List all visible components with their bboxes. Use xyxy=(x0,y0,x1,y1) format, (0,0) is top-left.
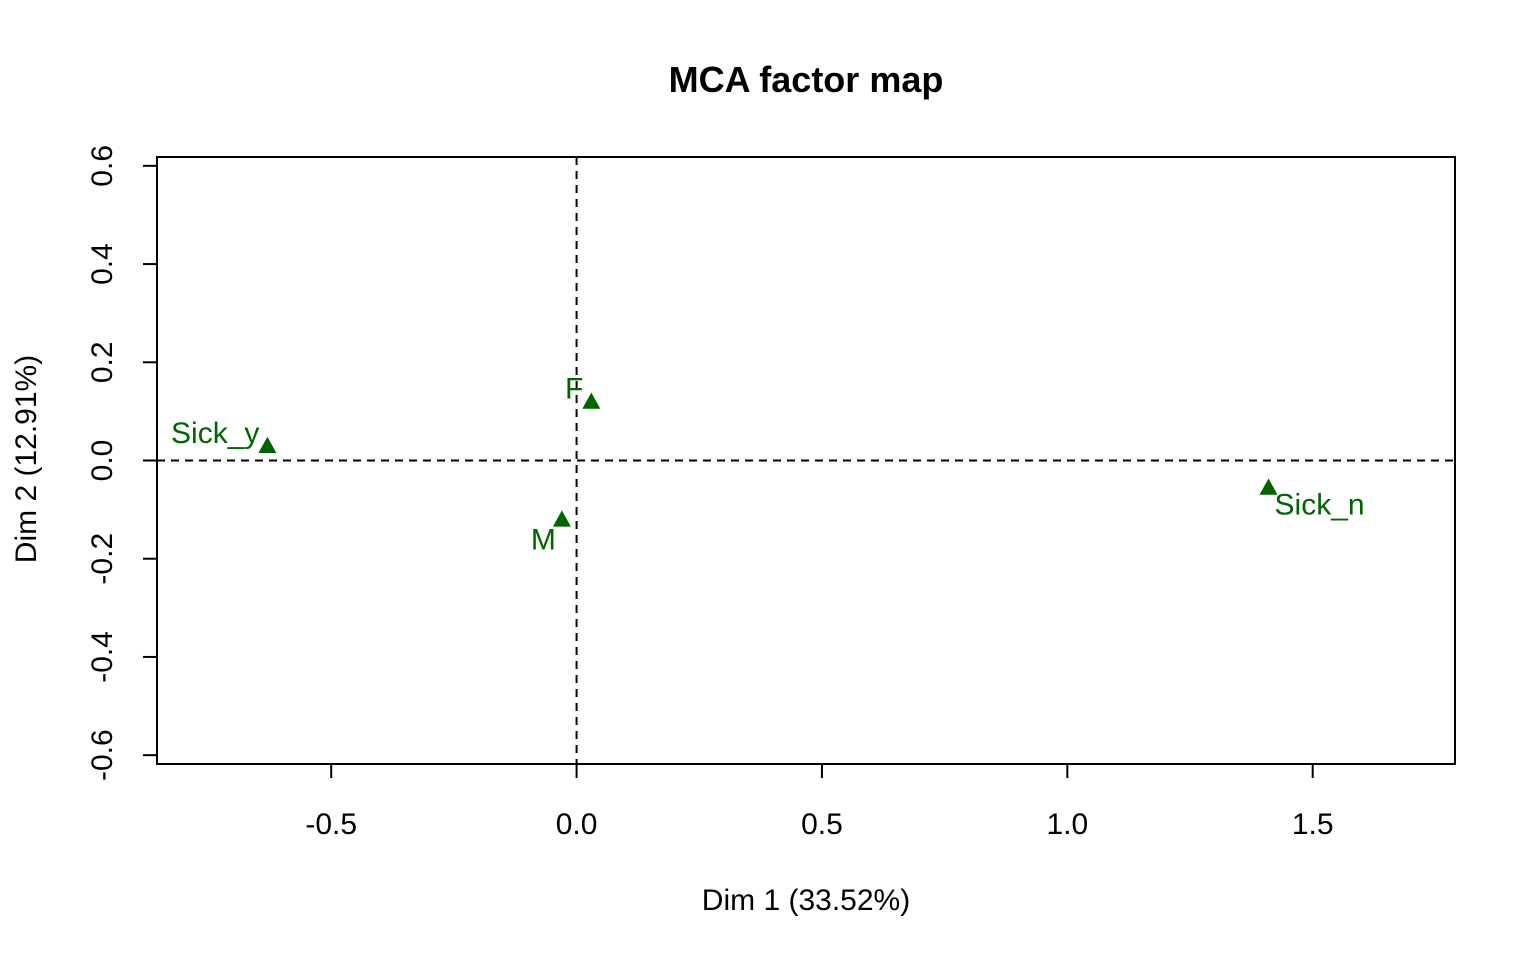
x-axis: -0.5 0.0 0.5 1.0 1.5 xyxy=(305,763,1334,841)
point-marker-sick-n xyxy=(1259,478,1278,495)
y-axis: -0.6 -0.4 -0.2 0.0 0.2 0.4 0.6 xyxy=(86,145,158,781)
y-tick-label: -0.6 xyxy=(86,729,119,781)
x-tick-label: 1.0 xyxy=(1046,808,1088,841)
point-marker-sick-y xyxy=(258,436,277,453)
y-axis-label: Dim 2 (12.91%) xyxy=(10,355,43,563)
y-tick-label: 0.4 xyxy=(86,243,119,285)
x-axis-label: Dim 1 (33.52%) xyxy=(702,884,910,917)
y-tick-label: -0.4 xyxy=(86,631,119,683)
x-tick-label: 1.5 xyxy=(1292,808,1334,841)
x-tick-label: -0.5 xyxy=(305,808,357,841)
x-tick-label: 0.5 xyxy=(801,808,843,841)
point-label-m: M xyxy=(531,523,556,556)
point-label-sick-n: Sick_n xyxy=(1275,489,1365,522)
x-tick-label: 0.0 xyxy=(556,808,598,841)
reference-lines xyxy=(157,157,1455,764)
point-marker-m xyxy=(552,510,571,527)
chart-title: MCA factor map xyxy=(669,59,944,100)
data-points: F M Sick_y Sick_n xyxy=(171,373,1365,557)
y-tick-label: 0.0 xyxy=(86,440,119,482)
point-label-f: F xyxy=(565,373,583,406)
point-label-sick-y: Sick_y xyxy=(171,417,259,450)
point-marker-f xyxy=(582,392,601,409)
y-tick-label: 0.6 xyxy=(86,145,119,187)
y-tick-label: 0.2 xyxy=(86,341,119,383)
y-tick-label: -0.2 xyxy=(86,533,119,585)
